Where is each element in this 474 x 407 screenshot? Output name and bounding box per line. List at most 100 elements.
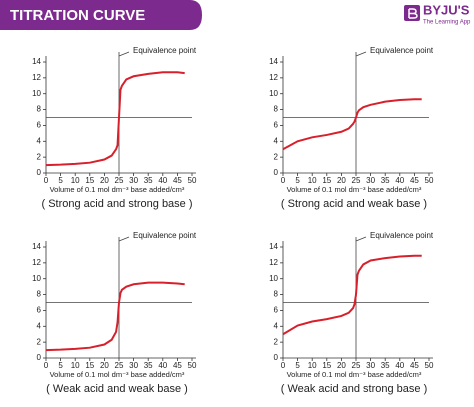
y-tick-label: 6 <box>274 306 279 315</box>
x-tick-label: 40 <box>158 176 167 185</box>
y-tick-label: 10 <box>32 89 41 98</box>
x-tick-label: 0 <box>281 361 286 370</box>
x-tick-label: 45 <box>410 361 419 370</box>
x-tick-label: 25 <box>115 176 124 185</box>
annotation-pointer <box>355 51 367 57</box>
x-tick-label: 45 <box>410 176 419 185</box>
x-tick-label: 15 <box>322 176 331 185</box>
curve <box>45 71 185 167</box>
x-tick-label: 20 <box>100 361 109 370</box>
x-tick-label: 50 <box>425 361 434 370</box>
x-tick-label: 5 <box>295 361 300 370</box>
y-tick-label: 14 <box>269 242 278 251</box>
x-tick-label: 35 <box>381 176 390 185</box>
y-tick-label: 6 <box>37 121 42 130</box>
logo-tagline: The Learning App <box>423 20 471 26</box>
x-tick-label: 15 <box>85 176 94 185</box>
x-tick-label: 50 <box>188 361 197 370</box>
y-tick-label: 0 <box>274 168 279 177</box>
y-tick-label: 6 <box>37 306 42 315</box>
x-tick-label: 30 <box>129 361 138 370</box>
x-tick-label: 35 <box>381 361 390 370</box>
y-tick-label: 12 <box>32 258 41 267</box>
y-tick-label: 4 <box>274 321 279 330</box>
x-axis-label: Volume of 0.1 mol dm⁻³ base added/cm³ <box>287 185 422 194</box>
y-tick-label: 10 <box>32 274 41 283</box>
x-tick-label: 35 <box>144 176 153 185</box>
caption: ( Strong acid and strong base ) <box>41 198 192 210</box>
x-tick-label: 45 <box>173 361 182 370</box>
page-title: TITRATION CURVE <box>10 7 145 24</box>
x-tick-label: 45 <box>173 176 182 185</box>
x-tick-label: 25 <box>352 176 361 185</box>
title-banner <box>0 0 202 30</box>
y-tick-label: 8 <box>37 105 42 114</box>
y-tick-label: 10 <box>269 89 278 98</box>
y-tick-label: 6 <box>274 121 279 130</box>
y-tick-label: 14 <box>32 242 41 251</box>
y-tick-label: 4 <box>274 136 279 145</box>
x-tick-label: 40 <box>395 176 404 185</box>
y-tick-label: 8 <box>274 290 279 299</box>
x-tick-label: 50 <box>188 176 197 185</box>
x-tick-label: 30 <box>366 361 375 370</box>
curve <box>45 281 185 352</box>
y-tick-label: 12 <box>269 73 278 82</box>
y-tick-label: 0 <box>37 353 42 362</box>
curve <box>282 254 422 336</box>
y-tick-label: 2 <box>37 152 42 161</box>
x-tick-label: 10 <box>308 176 317 185</box>
y-tick-label: 8 <box>37 290 42 299</box>
y-tick-label: 4 <box>37 321 42 330</box>
annotation-pointer <box>118 236 130 242</box>
y-tick-label: 2 <box>37 337 42 346</box>
y-tick-label: 4 <box>37 136 42 145</box>
logo-glyph <box>408 8 418 19</box>
x-tick-label: 15 <box>85 361 94 370</box>
caption: ( Weak acid and strong base ) <box>281 383 428 395</box>
y-tick-label: 12 <box>32 73 41 82</box>
x-axis-label: Volume of 0.1 mol dm⁻³ base added/cm³ <box>50 185 185 194</box>
x-tick-label: 0 <box>281 176 286 185</box>
y-tick-label: 14 <box>32 57 41 66</box>
x-tick-label: 20 <box>337 176 346 185</box>
x-tick-label: 40 <box>158 361 167 370</box>
annotation: Equivalence point <box>370 231 434 240</box>
x-tick-label: 10 <box>71 361 80 370</box>
x-tick-label: 20 <box>100 176 109 185</box>
annotation: Equivalence point <box>133 46 197 55</box>
x-tick-label: 5 <box>295 176 300 185</box>
x-tick-label: 30 <box>129 176 138 185</box>
x-tick-label: 10 <box>71 176 80 185</box>
y-tick-label: 2 <box>274 152 279 161</box>
y-tick-label: 8 <box>274 105 279 114</box>
x-tick-label: 50 <box>425 176 434 185</box>
annotation: Equivalence point <box>370 46 434 55</box>
x-tick-label: 5 <box>58 361 63 370</box>
caption: ( Strong acid and weak base ) <box>281 198 427 210</box>
y-tick-label: 14 <box>269 57 278 66</box>
x-tick-label: 10 <box>308 361 317 370</box>
x-axis-label: Volume of 0.1 mol dm⁻³ base added/cm³ <box>287 370 422 379</box>
x-tick-label: 30 <box>366 176 375 185</box>
x-axis-label: Volume of 0.1 mol dm⁻³ base added/cm³ <box>50 370 185 379</box>
x-tick-label: 25 <box>352 361 361 370</box>
x-tick-label: 5 <box>58 176 63 185</box>
annotation-pointer <box>355 236 367 242</box>
x-tick-label: 25 <box>115 361 124 370</box>
y-tick-label: 12 <box>269 258 278 267</box>
x-tick-label: 40 <box>395 361 404 370</box>
curve <box>282 98 422 151</box>
y-tick-label: 2 <box>274 337 279 346</box>
annotation-pointer <box>118 51 130 57</box>
x-tick-label: 35 <box>144 361 153 370</box>
x-tick-label: 15 <box>322 361 331 370</box>
x-tick-label: 0 <box>44 176 49 185</box>
x-tick-label: 20 <box>337 361 346 370</box>
y-tick-label: 0 <box>37 168 42 177</box>
y-tick-label: 10 <box>269 274 278 283</box>
caption: ( Weak acid and weak base ) <box>46 383 188 395</box>
annotation: Equivalence point <box>133 231 197 240</box>
y-tick-label: 0 <box>274 353 279 362</box>
